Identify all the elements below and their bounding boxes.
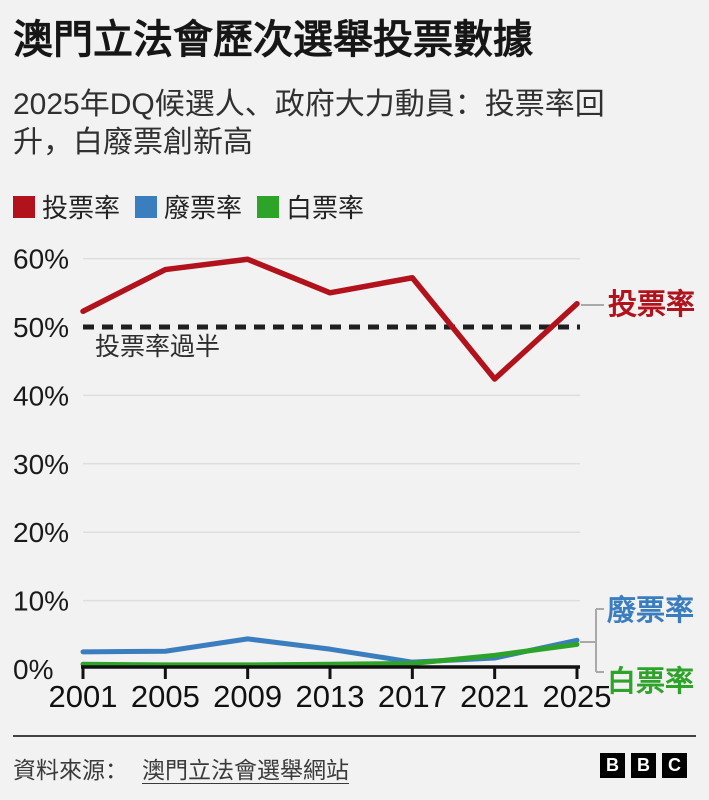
series-line-白票率 [80, 641, 580, 668]
x-tick-label: 2017 [378, 679, 447, 714]
legend-item-blank: 白票率 [257, 188, 364, 225]
y-tick-label: 20% [13, 517, 69, 548]
x-axis-ticks [81, 667, 579, 679]
y-tick-label: 40% [13, 380, 69, 411]
x-tick-label: 2021 [460, 679, 529, 714]
subtitle-line-2: 升，白廢票創新高 [13, 126, 253, 159]
source-row: 資料來源： 澳門立法會選舉網站 [13, 751, 349, 785]
blank-swatch-icon [257, 195, 280, 218]
y-tick-label: 10% [13, 586, 69, 617]
legend-label: 投票率 [42, 193, 121, 223]
x-tick-label: 2001 [49, 679, 118, 714]
y-tick-label: 0% [13, 654, 53, 685]
gridlines [83, 257, 580, 602]
footer-divider [13, 735, 696, 737]
x-tick-label: 2025 [543, 679, 612, 714]
legend-label: 廢票率 [164, 193, 243, 223]
x-axis-labels: 2001 2005 2009 2013 2017 2021 2025 [49, 679, 612, 714]
series-lines [80, 256, 580, 668]
bbc-logo: B B C [600, 753, 687, 778]
source-prefix: 資料來源： [13, 757, 128, 783]
series-line-投票率 [80, 256, 580, 382]
source-link[interactable]: 澳門立法會選舉網站 [142, 757, 349, 783]
series-end-label-blank: 白票率 [607, 664, 694, 698]
series-end-label-turnout: 投票率 [608, 287, 695, 321]
chart-subtitle: 2025年DQ候選人、政府大力動員：投票率回 升，白廢票創新高 [13, 86, 699, 162]
legend-label: 白票率 [286, 193, 365, 223]
y-tick-label: 60% [13, 244, 69, 275]
y-tick-label: 30% [13, 449, 69, 480]
series-end-label-invalid: 廢票率 [607, 593, 694, 627]
series-line-廢票率 [80, 636, 580, 665]
y-tick-label: 50% [13, 312, 69, 343]
legend-item-invalid: 廢票率 [135, 188, 242, 225]
page-title: 澳門立法會歷次選舉投票數據 [13, 18, 533, 62]
end-labels-bracket [580, 608, 604, 673]
y-axis-labels: 60% 50% 40% 30% 20% 10% 0% [13, 244, 69, 685]
bbc-logo-block: B [600, 753, 625, 778]
legend-item-turnout: 投票率 [13, 188, 120, 225]
bbc-logo-block: B [631, 753, 656, 778]
subtitle-line-1: 2025年DQ候選人、政府大力動員：投票率回 [13, 88, 605, 121]
bbc-logo-block: C [662, 753, 687, 778]
invalid-swatch-icon [135, 195, 158, 218]
x-tick-label: 2009 [213, 679, 282, 714]
reference-line-annotation: 投票率過半 [95, 333, 220, 361]
turnout-swatch-icon [13, 195, 35, 218]
x-tick-label: 2005 [131, 679, 200, 714]
x-tick-label: 2013 [296, 679, 365, 714]
chart-legend: 投票率 廢票率 白票率 [13, 188, 364, 225]
